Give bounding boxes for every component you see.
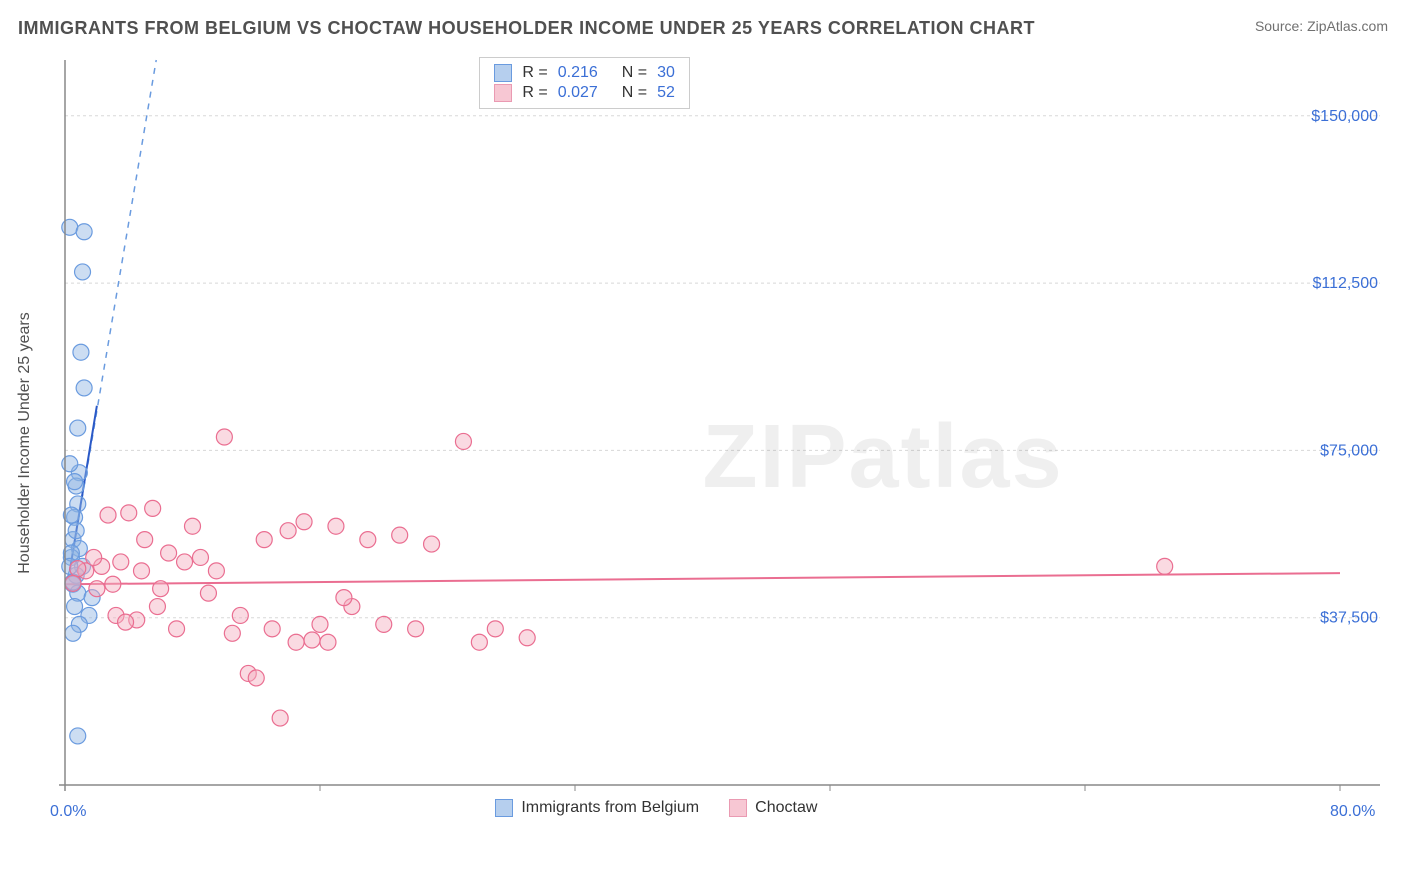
legend-item: Choctaw bbox=[729, 799, 817, 817]
n-value: 30 bbox=[657, 64, 675, 82]
r-value: 0.027 bbox=[558, 84, 612, 102]
svg-text:$150,000: $150,000 bbox=[1311, 108, 1378, 125]
svg-text:$75,000: $75,000 bbox=[1320, 442, 1378, 459]
x-axis-max-label: 80.0% bbox=[1330, 803, 1375, 821]
source-attribution: Source: ZipAtlas.com bbox=[1255, 18, 1388, 34]
legend-swatch bbox=[729, 799, 747, 817]
legend-swatch bbox=[495, 799, 513, 817]
legend-row: R = 0.027 N = 52 bbox=[494, 84, 674, 102]
legend-row: R = 0.216 N = 30 bbox=[494, 64, 674, 82]
svg-text:$112,500: $112,500 bbox=[1312, 275, 1378, 292]
chart-title: IMMIGRANTS FROM BELGIUM VS CHOCTAW HOUSE… bbox=[18, 18, 1035, 39]
r-label: R = bbox=[522, 84, 547, 102]
x-axis-min-label: 0.0% bbox=[50, 803, 86, 821]
scatter-plot: $37,500 $75,000 $112,500 $150,000 bbox=[55, 55, 1385, 830]
y-axis-label: Householder Income Under 25 years bbox=[16, 312, 34, 573]
legend-item: Immigrants from Belgium bbox=[495, 799, 699, 817]
legend-swatch bbox=[494, 64, 512, 82]
n-label: N = bbox=[622, 64, 647, 82]
legend-label: Choctaw bbox=[755, 799, 817, 817]
n-value: 52 bbox=[657, 84, 675, 102]
legend-label: Immigrants from Belgium bbox=[521, 799, 699, 817]
svg-text:$37,500: $37,500 bbox=[1320, 610, 1378, 627]
r-label: R = bbox=[522, 64, 547, 82]
correlation-legend: R = 0.216 N = 30 R = 0.027 N = 52 bbox=[479, 57, 689, 109]
r-value: 0.216 bbox=[558, 64, 612, 82]
n-label: N = bbox=[622, 84, 647, 102]
plot-container: Householder Income Under 25 years $37,50… bbox=[55, 55, 1385, 830]
series-legend: Immigrants from Belgium Choctaw bbox=[495, 799, 817, 817]
legend-swatch bbox=[494, 84, 512, 102]
